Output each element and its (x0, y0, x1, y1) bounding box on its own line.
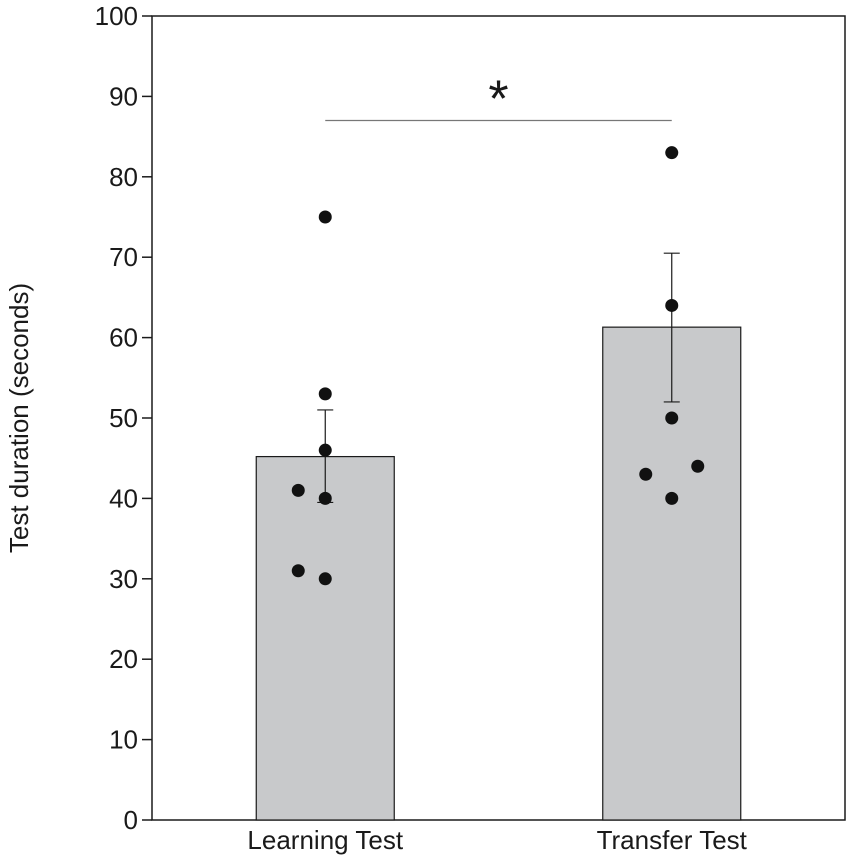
data-point-2-6 (665, 491, 679, 505)
data-point-1-5 (318, 491, 332, 505)
data-point-2-3 (665, 411, 679, 425)
data-point-1-3 (318, 443, 332, 457)
significance-bracket: * (325, 71, 672, 129)
data-point-2-1 (665, 146, 679, 160)
y-tick-label-80: 80 (109, 162, 138, 192)
y-tick-label-100: 100 (95, 1, 138, 31)
x-tick-label-1: Learning Test (247, 825, 403, 855)
y-tick-label-0: 0 (124, 805, 138, 835)
y-tick-label-90: 90 (109, 81, 138, 111)
error-bar-2 (663, 252, 680, 403)
y-axis: 0 10 20 30 40 50 60 70 80 90 100 (95, 1, 152, 835)
y-tick-label-40: 40 (109, 483, 138, 513)
data-point-1-7 (318, 572, 332, 586)
data-point-1-1 (318, 210, 332, 224)
bar-2 (602, 326, 742, 821)
data-point-2-4 (691, 459, 705, 473)
data-point-2-5 (639, 467, 653, 481)
data-points (291, 146, 705, 586)
y-tick-label-60: 60 (109, 323, 138, 353)
x-axis-labels: Learning Test Transfer Test (247, 825, 747, 855)
significance-label: * (488, 71, 508, 129)
data-point-1-2 (318, 387, 332, 401)
data-point-2-2 (665, 298, 679, 312)
y-tick-label-70: 70 (109, 242, 138, 272)
y-tick-label-10: 10 (109, 725, 138, 755)
bar-1 (255, 455, 395, 821)
y-axis-label: Test duration (seconds) (4, 283, 34, 553)
data-point-1-6 (291, 564, 305, 578)
x-tick-label-2: Transfer Test (597, 825, 748, 855)
y-tick-label-20: 20 (109, 644, 138, 674)
data-point-1-4 (291, 483, 305, 497)
y-tick-label-30: 30 (109, 564, 138, 594)
y-tick-label-50: 50 (109, 403, 138, 433)
